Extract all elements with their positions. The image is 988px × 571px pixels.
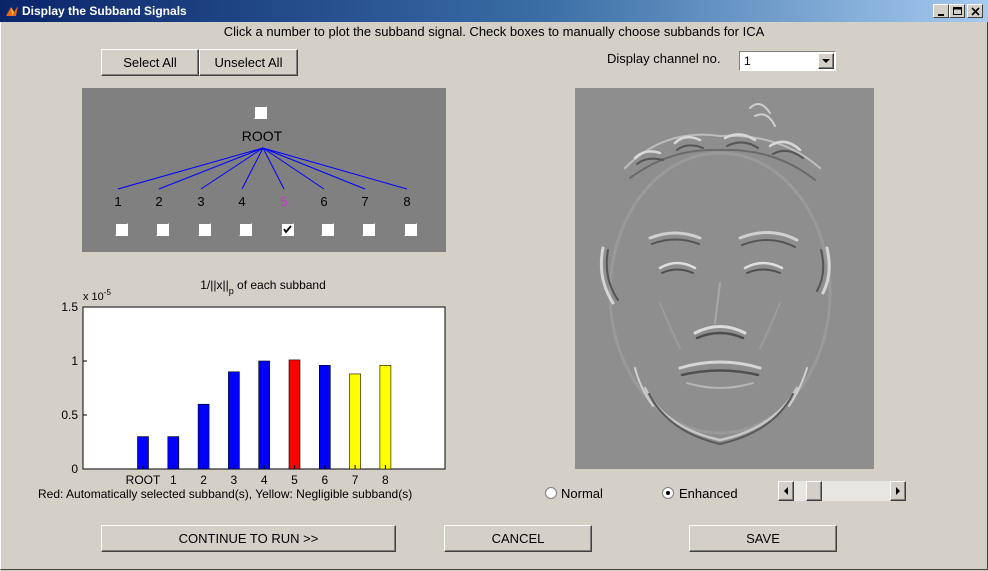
enhanced-radio-dot <box>666 491 670 495</box>
subband-checkbox-4[interactable] <box>239 223 252 236</box>
bar-4 <box>258 360 271 470</box>
subband-node-label-6[interactable]: 6 <box>320 194 328 209</box>
tree-branch-line <box>262 147 408 190</box>
x-tick-label-8: 8 <box>382 473 389 487</box>
display-channel-label: Display channel no. <box>607 51 721 66</box>
continue-button[interactable]: CONTINUE TO RUN >> <box>101 525 396 552</box>
maximize-button[interactable] <box>949 4 965 18</box>
bar-8 <box>379 365 392 470</box>
scale-factor-label: x 10-5 <box>83 288 111 303</box>
close-icon <box>971 7 980 16</box>
display-channel-select[interactable]: 1 <box>739 51 836 71</box>
cancel-button[interactable]: CANCEL <box>444 525 592 552</box>
x-tick-label-6: 6 <box>321 473 328 487</box>
y-tick-label: 0.5 <box>61 408 78 422</box>
normal-radio-label[interactable]: Normal <box>561 486 603 501</box>
subband-node-label-7[interactable]: 7 <box>361 194 369 209</box>
bar-3 <box>228 371 240 470</box>
subband-node-label-1[interactable]: 1 <box>114 194 122 209</box>
subband-node-label-5[interactable]: 5 <box>280 194 288 209</box>
x-tick-label-4: 4 <box>261 473 268 487</box>
subband-checkbox-5[interactable] <box>281 223 294 236</box>
chevron-down-icon <box>822 59 830 63</box>
tree-branch-line <box>117 147 264 190</box>
face-edge-image <box>575 88 874 469</box>
tree-branch-line <box>262 147 366 190</box>
enhanced-radio[interactable] <box>662 487 674 499</box>
instruction-text: Click a number to plot the subband signa… <box>223 24 765 39</box>
x-tick-label-ROOT: ROOT <box>126 473 161 487</box>
checkmark-icon <box>283 225 292 234</box>
normal-radio[interactable] <box>545 487 557 499</box>
y-tick-label: 1.5 <box>61 300 78 314</box>
bar-ROOT <box>137 436 149 470</box>
subband-node-label-3[interactable]: 3 <box>197 194 205 209</box>
window-title: Display the Subband Signals <box>22 4 187 18</box>
save-button[interactable]: SAVE <box>689 525 837 552</box>
minimize-button[interactable] <box>933 4 949 18</box>
select-all-button[interactable]: Select All <box>101 49 199 76</box>
unselect-all-button[interactable]: Unselect All <box>199 49 298 76</box>
chart-svg: 1/||x||p of each subband x 10-5 0 0.5 1 1.5… <box>61 278 446 487</box>
subband-checkbox-2[interactable] <box>156 223 169 236</box>
enhanced-radio-label[interactable]: Enhanced <box>679 486 738 501</box>
bar-1 <box>167 436 180 470</box>
y-tick-label: 0 <box>71 462 78 476</box>
title-bar[interactable]: Display the Subband Signals <box>0 0 988 22</box>
chart-caption: Red: Automatically selected subband(s), … <box>38 487 413 501</box>
minimize-icon <box>938 14 944 16</box>
subband-node-label-2[interactable]: 2 <box>155 194 163 209</box>
tree-branch-line <box>158 147 264 190</box>
slider-thumb[interactable] <box>806 481 822 501</box>
x-tick-label-2: 2 <box>200 473 207 487</box>
subband-norm-chart: 1/||x||p of each subband x 10-5 0 0.5 1 1.5… <box>0 270 470 505</box>
chart-title: 1/||x||p of each subband <box>200 278 326 296</box>
display-channel-value: 1 <box>744 54 751 68</box>
maximize-icon <box>953 7 962 15</box>
subband-checkbox-6[interactable] <box>321 223 334 236</box>
subband-node-label-4[interactable]: 4 <box>238 194 246 209</box>
tree-branch-line <box>262 147 325 190</box>
subband-checkbox-8[interactable] <box>404 223 417 236</box>
subband-signal-image <box>575 88 874 469</box>
bar-5 <box>288 359 301 470</box>
matlab-app-icon <box>6 6 18 16</box>
close-button[interactable] <box>967 4 983 18</box>
slider-right-arrow[interactable] <box>890 481 906 501</box>
enhancement-slider[interactable] <box>778 481 906 501</box>
bar-6 <box>318 365 331 470</box>
root-node-label[interactable]: ROOT <box>241 128 283 144</box>
x-tick-label-5: 5 <box>291 473 298 487</box>
slider-left-arrow[interactable] <box>778 481 794 501</box>
subband-checkbox-7[interactable] <box>362 223 375 236</box>
subband-node-label-8[interactable]: 8 <box>403 194 411 209</box>
subband-checkbox-1[interactable] <box>115 223 128 236</box>
tree-branch-line <box>200 147 264 190</box>
bar-2 <box>197 403 210 470</box>
subband-checkbox-3[interactable] <box>198 223 211 236</box>
root-checkbox[interactable] <box>254 106 267 119</box>
bar-7 <box>349 373 361 470</box>
y-tick-label: 1 <box>71 354 78 368</box>
subband-tree-panel: ROOT 1 2 3 4 5 6 7 8 <box>82 88 446 252</box>
right-arrow-icon <box>896 487 900 495</box>
tree-branches <box>117 147 408 190</box>
tree-branch-line <box>262 147 285 190</box>
tree-branch-line <box>241 147 264 190</box>
x-tick-label-7: 7 <box>352 473 359 487</box>
x-tick-label-1: 1 <box>170 473 177 487</box>
x-tick-label-3: 3 <box>231 473 238 487</box>
dropdown-button[interactable] <box>818 53 834 69</box>
left-arrow-icon <box>784 487 788 495</box>
